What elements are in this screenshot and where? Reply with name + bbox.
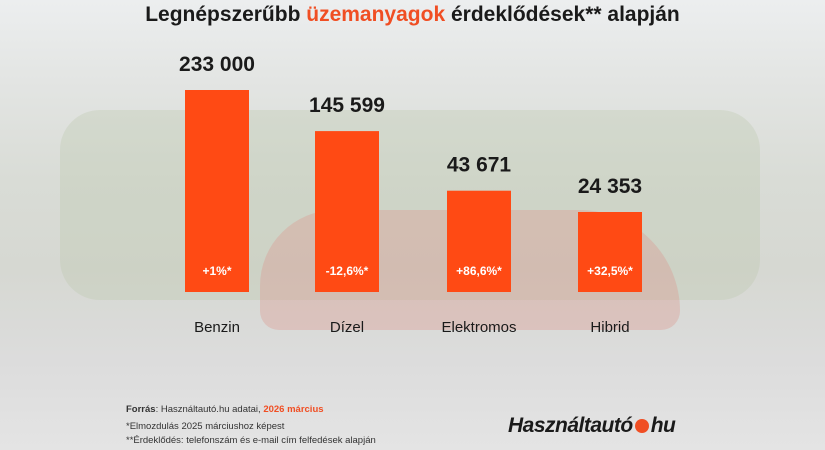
logo-domain: hu [650, 414, 676, 437]
background-trees [60, 110, 760, 300]
value-label: 43 671 [447, 154, 512, 177]
note-interest: **Érdeklődés: telefonszám és e-mail cím … [126, 435, 376, 446]
value-label: 233 000 [179, 53, 255, 76]
chart-title: Legnépszerűbb üzemanyagok érdeklődések**… [0, 3, 825, 27]
note-change: *Elmozdulás 2025 márciushoz képest [126, 421, 285, 432]
title-highlight: üzemanyagok [306, 3, 446, 26]
source-date: 2026 március [263, 404, 324, 415]
source-line: Forrás: Használtautó.hu adatai, 2026 már… [126, 404, 324, 415]
logo-text: Használtautó [508, 414, 633, 437]
logo-dot-icon [634, 419, 649, 433]
value-label: 24 353 [578, 175, 642, 198]
change-label: +86,6%* [456, 264, 502, 278]
title-text-end: érdeklődések** alapján [445, 3, 680, 26]
title-text: Legnépszerűbb [145, 3, 307, 26]
change-label: +1%* [202, 264, 231, 278]
value-label: 145 599 [309, 94, 385, 117]
bar-hibrid [578, 212, 642, 292]
bar-benzin [185, 90, 249, 292]
bar-elektromos [447, 190, 511, 292]
change-label: -12,6%* [326, 264, 369, 278]
category-label: Elektromos [441, 319, 516, 336]
category-label: Hibrid [590, 319, 629, 336]
logo: Használtautó hu [508, 414, 676, 438]
change-label: +32,5%* [587, 264, 633, 278]
category-label: Benzin [194, 319, 240, 336]
category-label: Dízel [330, 319, 364, 336]
source-text: : Használtautó.hu adatai, [155, 404, 264, 415]
bar-dízel [315, 131, 379, 292]
source-label: Forrás [126, 404, 156, 415]
